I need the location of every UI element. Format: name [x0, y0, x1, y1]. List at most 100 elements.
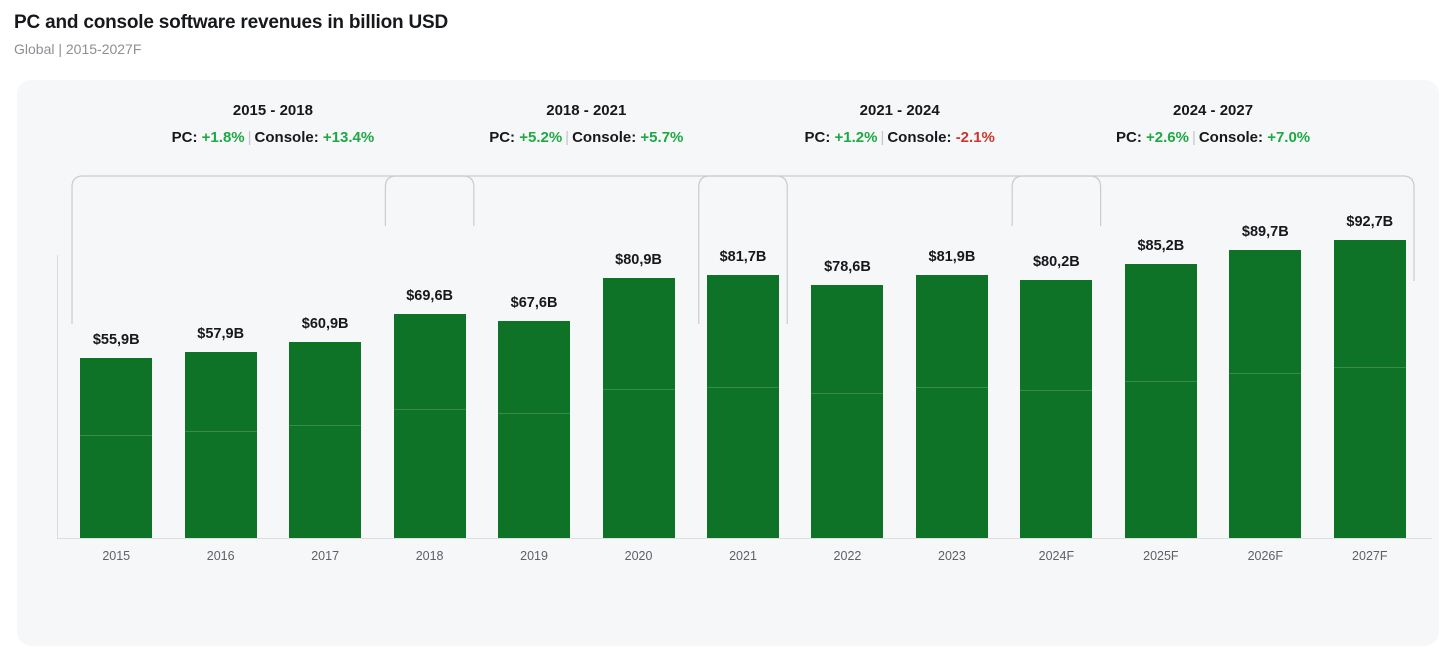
cagr-group: 2018 - 2021 PC: +5.2% | Console: +5.7%	[386, 100, 786, 150]
cagr-pc-value: +1.2%	[834, 129, 878, 146]
bar[interactable]	[80, 358, 153, 538]
cagr-values-row: PC: +1.2% | Console: -2.1%	[700, 126, 1100, 150]
bar-segment-divider	[1020, 390, 1093, 392]
x-axis-tick-label: 2024F	[1038, 549, 1075, 563]
bar-segment-divider	[393, 409, 466, 411]
bar-value-label: $80,2B	[1032, 254, 1080, 271]
bar-slot: $81,7B 2021	[707, 249, 779, 563]
cagr-separator: |	[565, 129, 570, 146]
cagr-group: 2021 - 2024 PC: +1.2% | Console: -2.1%	[700, 100, 1100, 150]
cagr-pc-label: PC:	[1115, 129, 1146, 146]
bar[interactable]	[811, 285, 884, 538]
cagr-separator: |	[880, 129, 885, 146]
cagr-values-row: PC: +1.8% | Console: +13.4%	[73, 126, 473, 150]
plot-area: $55,9B 2015 $57,9B 2016 $60,9B 2017 $69,6B 2018…	[17, 80, 1439, 646]
bar[interactable]	[184, 351, 257, 538]
bar-value-label: $92,7B	[1346, 214, 1394, 230]
chart-header: PC and console software revenues in bill…	[14, 10, 448, 60]
x-axis-tick-label: 2019	[520, 549, 548, 563]
x-axis-tick-label: 2015	[102, 549, 131, 563]
bar-value-label: $57,9B	[197, 325, 245, 342]
bar-segment-divider	[498, 413, 571, 415]
bar-slot: $57,9B 2016	[184, 326, 257, 563]
cagr-console-value: +7.0%	[1267, 129, 1311, 146]
bar-segment-divider	[1333, 367, 1406, 369]
x-axis-tick-label: 2018	[415, 549, 444, 563]
cagr-console-label: Console:	[254, 129, 323, 146]
cagr-separator: |	[247, 129, 252, 146]
bar-segment-divider	[184, 430, 257, 432]
cagr-group: 2024 - 2027 PC: +2.6% | Console: +7.0%	[1013, 100, 1413, 150]
bar-value-label: $81,9B	[928, 248, 976, 265]
cagr-period-label: 2015 - 2018	[232, 102, 313, 119]
bar[interactable]	[915, 274, 988, 538]
bar[interactable]	[1229, 249, 1302, 538]
chart-card: 2015 - 2018 PC: +1.8% | Console: +13.4% 2018…	[17, 80, 1439, 646]
bar-slot: $80,2B 2024F	[1020, 254, 1093, 563]
bar-segment-divider	[602, 388, 675, 390]
chart-subtitle: Global | 2015-2027F	[14, 41, 142, 57]
bar-slot: $92,7B 2027F	[1333, 214, 1406, 563]
cagr-console-value: +5.7%	[640, 129, 684, 146]
cagr-console-value: +13.4%	[322, 129, 375, 146]
bar[interactable]	[707, 275, 779, 538]
bar-slot: $85,2B 2025F	[1124, 238, 1197, 563]
bar-value-label: $78,6B	[824, 259, 871, 276]
bar-slot: $55,9B 2015	[80, 332, 153, 563]
x-axis-tick-label: 2020	[624, 549, 653, 563]
cagr-pc-value: +1.8%	[201, 129, 245, 146]
bar-segment-divider	[915, 386, 988, 388]
bar-slot: $80,9B 2020	[602, 252, 675, 563]
cagr-pc-label: PC:	[171, 129, 202, 146]
cagr-pc-label: PC:	[489, 129, 520, 146]
bar-segment-divider	[80, 434, 153, 436]
cagr-console-label: Console:	[887, 129, 956, 146]
cagr-group: 2015 - 2018 PC: +1.8% | Console: +13.4%	[73, 100, 473, 150]
bar-segment-divider	[707, 387, 779, 389]
bar[interactable]	[393, 314, 466, 538]
cagr-pc-label: PC:	[804, 129, 835, 146]
cagr-pc-value: +2.6%	[1145, 129, 1189, 146]
cagr-annotation-row: 2015 - 2018 PC: +1.8% | Console: +13.4% 2018…	[17, 100, 1439, 160]
bar-slot: $60,9B 2017	[289, 316, 362, 563]
bar-segment-divider	[1124, 380, 1197, 382]
cagr-console-value: -2.1%	[955, 129, 995, 146]
cagr-period-label: 2021 - 2024	[859, 102, 940, 119]
cagr-period-label: 2024 - 2027	[1173, 102, 1254, 119]
bar-value-label: $67,6B	[510, 294, 558, 311]
bar-value-label: $69,6B	[406, 288, 453, 305]
page-title: PC and console software revenues in bill…	[14, 12, 449, 33]
bar-value-label: $89,7B	[1241, 223, 1289, 240]
bar-segment-divider	[289, 425, 362, 427]
bar[interactable]	[1333, 240, 1406, 538]
bar[interactable]	[289, 342, 362, 538]
bar-value-label: $55,9B	[92, 332, 140, 349]
bar[interactable]	[602, 277, 675, 538]
bar-slot: $89,7B 2026F	[1229, 224, 1302, 563]
x-axis-tick-label: 2021	[729, 549, 757, 563]
bar-segment-divider	[1229, 372, 1302, 374]
x-axis-tick-label: 2025F	[1143, 549, 1179, 563]
bar-value-label: $80,9B	[615, 251, 662, 268]
bar-value-label: $60,9B	[301, 316, 349, 333]
cagr-console-label: Console:	[1198, 129, 1268, 146]
x-axis-tick-label: 2023	[938, 549, 966, 563]
bar[interactable]	[498, 320, 571, 538]
bar-value-label: $85,2B	[1137, 238, 1185, 255]
x-axis-tick-label: 2027F	[1352, 549, 1388, 563]
bar-value-label: $81,7B	[719, 249, 767, 266]
bar-slot: $81,9B 2023	[915, 249, 988, 563]
bar[interactable]	[1020, 280, 1093, 538]
bar-slot: $67,6B 2019	[498, 295, 571, 563]
x-axis-tick-label: 2022	[833, 549, 862, 563]
bar[interactable]	[1124, 264, 1197, 538]
cagr-separator: |	[1191, 129, 1196, 146]
y-axis-line	[57, 255, 58, 538]
cagr-pc-value: +5.2%	[519, 129, 563, 146]
x-axis-tick-label: 2026F	[1247, 549, 1284, 563]
cagr-console-label: Console:	[572, 129, 641, 146]
cagr-values-row: PC: +5.2% | Console: +5.7%	[386, 126, 786, 150]
x-axis-tick-label: 2017	[311, 549, 340, 563]
cagr-values-row: PC: +2.6% | Console: +7.0%	[1013, 126, 1413, 150]
